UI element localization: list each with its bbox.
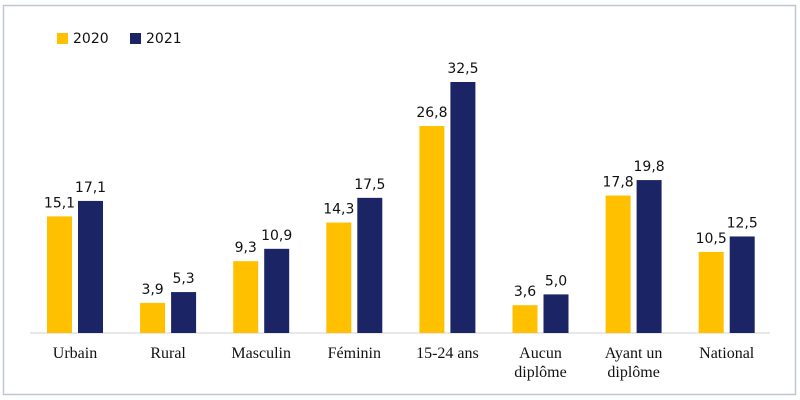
value-label: 5,0: [545, 273, 567, 289]
value-label: 5,3: [172, 271, 194, 287]
value-label: 14,3: [323, 202, 354, 218]
value-label: 10,5: [696, 231, 727, 247]
x-tick-label: Urbain: [52, 345, 98, 362]
value-label: 3,6: [514, 284, 536, 300]
value-label: 10,9: [261, 228, 292, 244]
bar: [698, 251, 724, 333]
value-label: 26,8: [416, 105, 447, 121]
bar: [512, 305, 538, 333]
bar: [357, 197, 383, 333]
bar: [264, 248, 290, 333]
x-tick-label: Ayant un diplôme: [604, 345, 663, 381]
bar: [233, 261, 259, 333]
bar: [729, 236, 755, 333]
x-tick-label: National: [699, 345, 755, 362]
legend-swatch: [57, 33, 68, 44]
legend-label: 2021: [146, 31, 182, 47]
bar: [326, 222, 352, 333]
x-tick-label: Aucun diplôme: [514, 345, 567, 381]
value-label: 32,5: [447, 61, 478, 77]
x-tick-label: Féminin: [327, 345, 381, 362]
value-label: 9,3: [235, 240, 257, 256]
bar: [419, 126, 445, 333]
value-label: 12,5: [727, 215, 758, 231]
value-label: 19,8: [634, 159, 665, 175]
x-tick-label: Masculin: [231, 345, 291, 362]
legend-label: 2020: [73, 31, 109, 47]
value-label: 17,5: [354, 177, 385, 193]
bar: [140, 302, 166, 333]
bar: [78, 200, 103, 333]
bar: [636, 180, 662, 333]
legend-swatch: [130, 33, 141, 44]
x-tick-label: Rural: [150, 345, 186, 362]
value-label: 17,1: [75, 180, 106, 196]
bar: [605, 195, 631, 333]
bar: [543, 294, 569, 333]
value-label: 15,1: [44, 195, 75, 211]
value-label: 17,8: [603, 175, 634, 191]
bar: [47, 216, 72, 333]
bar: [450, 82, 476, 333]
frame: [2, 4, 797, 396]
value-label: 3,9: [141, 282, 163, 298]
x-tick-label: 15-24 ans: [416, 345, 479, 362]
bar: [171, 292, 197, 333]
